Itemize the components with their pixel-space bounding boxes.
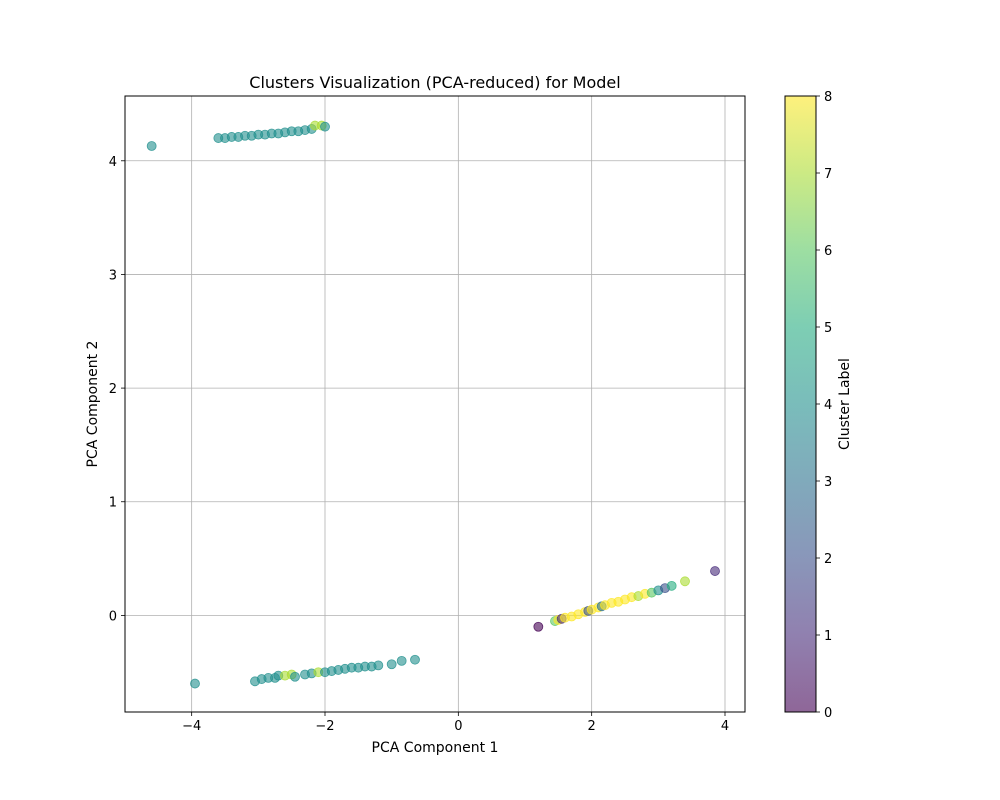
y-tick-label: 4 xyxy=(109,155,117,170)
y-tick-label: 3 xyxy=(109,268,117,283)
colorbar-tick-label: 7 xyxy=(824,167,832,182)
scatter-point xyxy=(320,121,330,132)
scatter-point xyxy=(680,576,690,587)
y-axis-ticks: 0 1 2 3 4 xyxy=(109,155,125,624)
grid-lines xyxy=(125,96,745,712)
colorbar-tick-label: 0 xyxy=(824,706,832,721)
colorbar-tick-label: 2 xyxy=(824,552,832,567)
x-tick-label: 0 xyxy=(454,719,462,734)
y-tick-label: 1 xyxy=(109,496,117,511)
colorbar-tick-label: 3 xyxy=(824,475,832,490)
colorbar-label: Cluster Label xyxy=(837,358,853,450)
data-points xyxy=(146,120,720,689)
x-axis-label: PCA Component 1 xyxy=(372,740,499,756)
y-axis-label: PCA Component 2 xyxy=(85,341,101,468)
chart-title: Clusters Visualization (PCA-reduced) for… xyxy=(249,73,620,92)
x-tick-label: 4 xyxy=(721,719,729,734)
scatter-point xyxy=(710,566,720,576)
scatter-point xyxy=(396,655,407,666)
colorbar-tick-label: 5 xyxy=(824,321,832,336)
colorbar-fill xyxy=(785,96,816,712)
plot-frame xyxy=(124,95,746,713)
scatter-point xyxy=(410,654,420,665)
y-tick-label: 2 xyxy=(109,382,117,397)
y-tick-label: 0 xyxy=(109,609,117,624)
colorbar-tick-label: 8 xyxy=(824,90,832,105)
x-tick-label: 2 xyxy=(588,719,596,734)
scatter-point xyxy=(666,580,677,591)
scatter-point xyxy=(190,678,200,689)
scatter-point xyxy=(290,671,300,682)
colorbar-tick-label: 6 xyxy=(824,244,832,259)
colorbar-tick-label: 4 xyxy=(824,398,832,413)
scatter-point xyxy=(373,660,384,671)
colorbar: 0 1 2 3 4 5 6 7 8 Cluster Label xyxy=(784,90,853,721)
x-tick-label: −4 xyxy=(182,719,201,734)
scatter-point xyxy=(386,659,397,670)
colorbar-tick-label: 1 xyxy=(824,629,832,644)
x-tick-label: −2 xyxy=(315,719,334,734)
colorbar-ticks: 0 1 2 3 4 5 6 7 8 xyxy=(816,90,832,721)
scatter-point xyxy=(146,141,157,151)
x-axis-ticks: −4 −2 0 2 4 xyxy=(182,712,729,734)
scatter-point xyxy=(533,621,544,632)
